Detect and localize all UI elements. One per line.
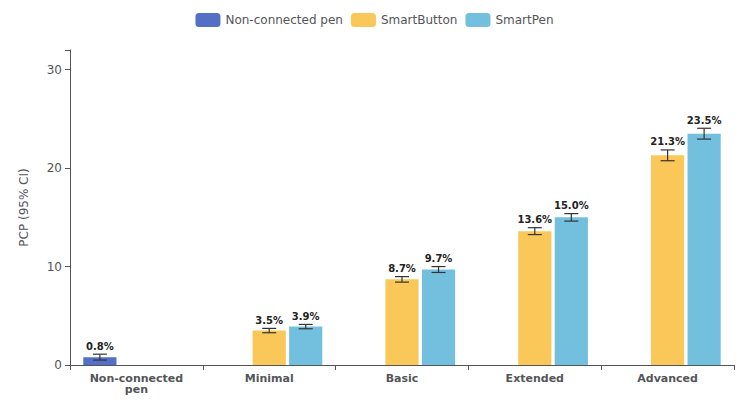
svg-text:0: 0 <box>54 358 62 372</box>
svg-text:30: 30 <box>47 63 62 77</box>
svg-text:PCP (95% CI): PCP (95% CI) <box>17 168 31 246</box>
svg-text:Basic: Basic <box>386 372 419 385</box>
svg-text:13.6%: 13.6% <box>517 214 552 225</box>
svg-text:10: 10 <box>47 260 62 274</box>
svg-text:21.3%: 21.3% <box>650 136 685 147</box>
svg-text:pen: pen <box>125 383 148 396</box>
svg-text:20: 20 <box>47 161 62 175</box>
svg-text:Advanced: Advanced <box>637 372 698 385</box>
svg-text:SmartPen: SmartPen <box>495 13 553 27</box>
svg-text:15.0%: 15.0% <box>554 200 589 211</box>
svg-text:9.7%: 9.7% <box>425 253 453 264</box>
svg-text:Extended: Extended <box>506 372 564 385</box>
svg-text:3.9%: 3.9% <box>292 311 320 322</box>
svg-text:SmartButton: SmartButton <box>381 13 458 27</box>
svg-text:0.8%: 0.8% <box>86 341 114 352</box>
svg-text:Non-connected: Non-connected <box>89 372 184 385</box>
svg-text:Minimal: Minimal <box>245 372 294 385</box>
svg-text:8.7%: 8.7% <box>388 263 416 274</box>
svg-text:Non-connected pen: Non-connected pen <box>225 13 343 27</box>
svg-text:23.5%: 23.5% <box>687 115 722 126</box>
svg-text:3.5%: 3.5% <box>255 315 283 326</box>
